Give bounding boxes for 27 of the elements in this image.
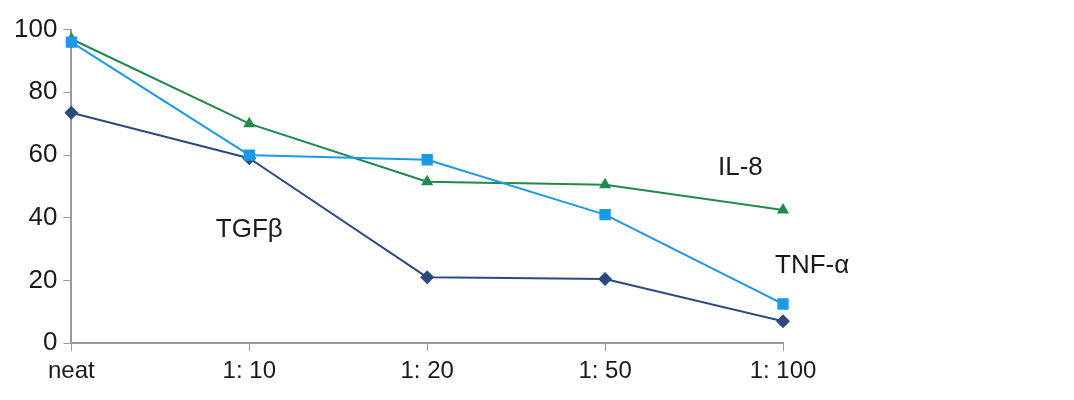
y-tick-label: 40	[28, 200, 58, 231]
point	[64, 105, 79, 120]
point	[776, 202, 790, 214]
y-tick-label: 20	[28, 263, 58, 294]
series-label: TNF-α	[775, 249, 850, 280]
x-tick-label: neat	[48, 356, 96, 384]
y-tick-label: 60	[28, 138, 58, 169]
point	[777, 298, 789, 310]
y-tick-label: 80	[28, 75, 58, 106]
series-label: IL-8	[718, 151, 763, 182]
point	[776, 314, 790, 329]
x-tick-label: 1: 10	[222, 356, 276, 384]
y-tick-label: 100	[13, 12, 58, 43]
point	[421, 174, 434, 186]
y-tick-label: 0	[42, 326, 58, 357]
point	[65, 36, 78, 48]
point	[420, 270, 435, 285]
x-tick-label: 1: 100	[749, 356, 817, 384]
series-label: TGFβ	[215, 213, 283, 244]
point	[421, 154, 433, 166]
point	[243, 149, 255, 161]
point	[599, 208, 611, 221]
x-tick-label: 1: 20	[400, 356, 454, 384]
point	[599, 177, 612, 189]
point	[243, 116, 256, 128]
point	[598, 271, 613, 286]
x-tick-label: 1: 50	[578, 356, 632, 384]
